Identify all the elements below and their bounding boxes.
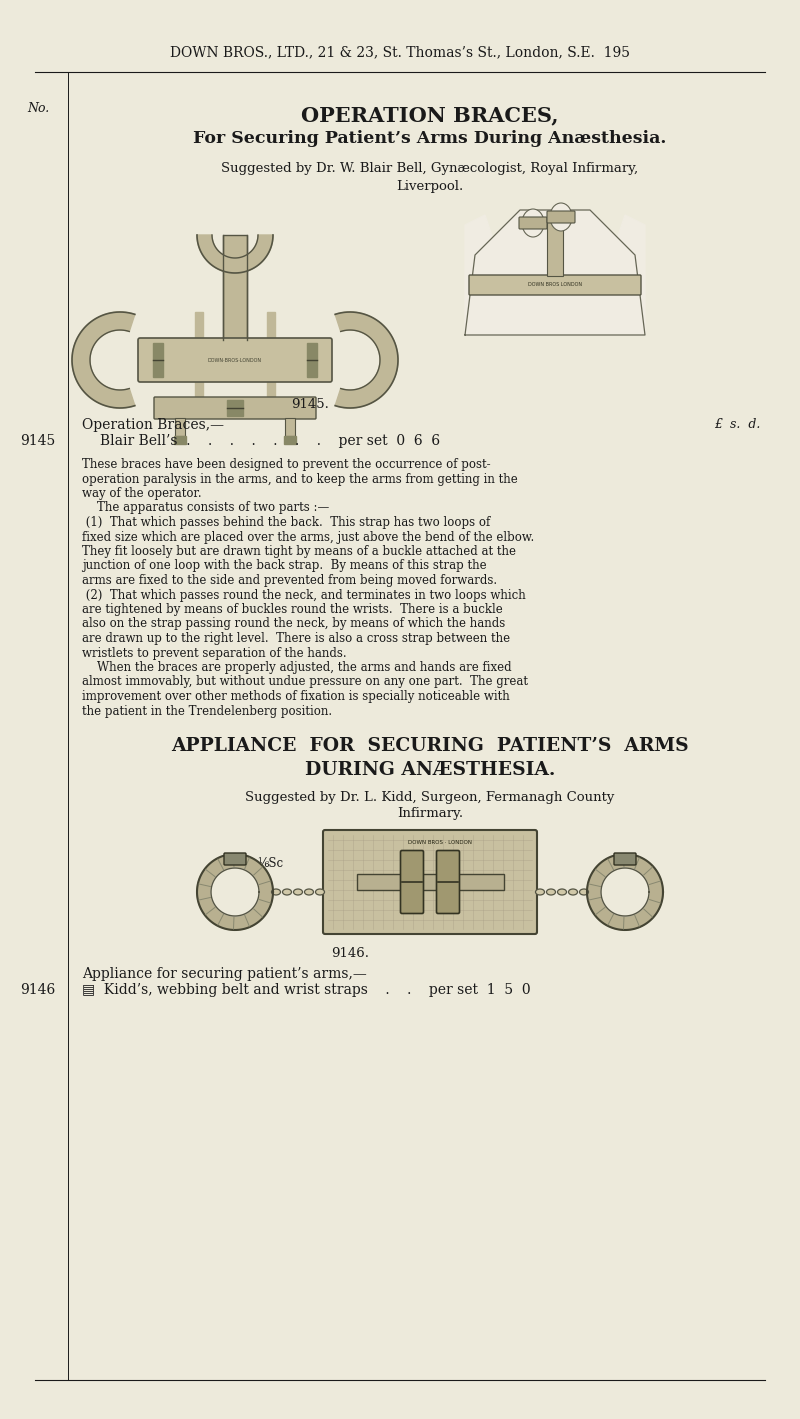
Text: Operation Braces,—: Operation Braces,— bbox=[82, 419, 224, 431]
Bar bbox=[175, 419, 185, 436]
Ellipse shape bbox=[522, 209, 544, 237]
Ellipse shape bbox=[558, 888, 566, 895]
Text: (2)  That which passes round the neck, and terminates in two loops which: (2) That which passes round the neck, an… bbox=[82, 589, 526, 602]
Text: Suggested by Dr. W. Blair Bell, Gynæcologist, Royal Infirmary,: Suggested by Dr. W. Blair Bell, Gynæcolo… bbox=[222, 162, 638, 175]
Text: DOWN·BROS·LONDON: DOWN·BROS·LONDON bbox=[208, 358, 262, 362]
Bar bbox=[153, 343, 163, 377]
Polygon shape bbox=[72, 312, 135, 409]
FancyBboxPatch shape bbox=[469, 275, 641, 295]
Bar bbox=[307, 343, 317, 377]
Ellipse shape bbox=[546, 888, 555, 895]
Polygon shape bbox=[211, 868, 259, 917]
Polygon shape bbox=[197, 236, 273, 272]
Polygon shape bbox=[587, 854, 663, 929]
Text: When the braces are properly adjusted, the arms and hands are fixed: When the braces are properly adjusted, t… bbox=[82, 661, 512, 674]
Text: ⅙Sc: ⅙Sc bbox=[257, 857, 283, 870]
FancyBboxPatch shape bbox=[519, 217, 547, 228]
Text: For Securing Patient’s Arms During Anæsthesia.: For Securing Patient’s Arms During Anæst… bbox=[194, 131, 666, 148]
Bar bbox=[267, 312, 275, 409]
Polygon shape bbox=[465, 210, 645, 335]
Text: DURING ANÆSTHESIA.: DURING ANÆSTHESIA. bbox=[305, 761, 555, 779]
Bar bbox=[284, 436, 296, 444]
Text: are drawn up to the right level.  There is also a cross strap between the: are drawn up to the right level. There i… bbox=[82, 631, 510, 646]
Ellipse shape bbox=[535, 888, 545, 895]
Bar bbox=[547, 216, 563, 277]
Text: DOWN BROS LONDON: DOWN BROS LONDON bbox=[528, 282, 582, 288]
Text: Suggested by Dr. L. Kidd, Surgeon, Fermanagh County: Suggested by Dr. L. Kidd, Surgeon, Ferma… bbox=[246, 790, 614, 805]
Ellipse shape bbox=[294, 888, 302, 895]
Text: (1)  That which passes behind the back.  This strap has two loops of: (1) That which passes behind the back. T… bbox=[82, 517, 490, 529]
Polygon shape bbox=[335, 312, 398, 409]
Text: almost immovably, but without undue pressure on any one part.  The great: almost immovably, but without undue pres… bbox=[82, 675, 528, 688]
Text: Liverpool.: Liverpool. bbox=[396, 180, 464, 193]
Ellipse shape bbox=[569, 888, 578, 895]
Text: Appliance for securing patient’s arms,—: Appliance for securing patient’s arms,— bbox=[82, 966, 366, 981]
Bar bbox=[227, 400, 243, 416]
Text: are tightened by means of buckles round the wrists.  There is a buckle: are tightened by means of buckles round … bbox=[82, 603, 502, 616]
Polygon shape bbox=[197, 854, 273, 929]
Ellipse shape bbox=[305, 888, 314, 895]
Text: operation paralysis in the arms, and to keep the arms from getting in the: operation paralysis in the arms, and to … bbox=[82, 473, 518, 485]
FancyBboxPatch shape bbox=[323, 830, 537, 934]
Text: Infirmary.: Infirmary. bbox=[397, 807, 463, 820]
Text: The apparatus consists of two parts :—: The apparatus consists of two parts :— bbox=[82, 501, 330, 515]
Text: £  s.  d.: £ s. d. bbox=[714, 419, 760, 431]
FancyBboxPatch shape bbox=[437, 850, 459, 914]
Bar bbox=[357, 874, 503, 890]
Text: 9145.: 9145. bbox=[291, 397, 329, 412]
Polygon shape bbox=[601, 868, 649, 917]
Text: wristlets to prevent separation of the hands.: wristlets to prevent separation of the h… bbox=[82, 647, 346, 660]
Text: DOWN BROS., LTD., 21 & 23, St. Thomas’s St., London, S.E.  195: DOWN BROS., LTD., 21 & 23, St. Thomas’s … bbox=[170, 45, 630, 60]
Text: 9146: 9146 bbox=[20, 983, 56, 998]
FancyBboxPatch shape bbox=[614, 853, 636, 866]
Ellipse shape bbox=[550, 203, 572, 231]
Bar bbox=[223, 236, 247, 341]
Bar bbox=[195, 312, 203, 409]
Ellipse shape bbox=[579, 888, 589, 895]
FancyBboxPatch shape bbox=[154, 397, 316, 419]
Text: No.: No. bbox=[27, 102, 49, 115]
Text: Blair Bell’s  .    .    .    .    .    .    .    per set  0  6  6: Blair Bell’s . . . . . . . per set 0 6 6 bbox=[100, 434, 440, 448]
Ellipse shape bbox=[271, 888, 281, 895]
Text: They fit loosely but are drawn tight by means of a buckle attached at the: They fit loosely but are drawn tight by … bbox=[82, 545, 516, 558]
Polygon shape bbox=[465, 216, 645, 335]
Bar bbox=[285, 419, 295, 436]
Text: OPERATION BRACES,: OPERATION BRACES, bbox=[302, 105, 558, 125]
Text: 9146.: 9146. bbox=[331, 946, 369, 961]
Text: arms are fixed to the side and prevented from being moved forwards.: arms are fixed to the side and prevented… bbox=[82, 575, 497, 587]
FancyBboxPatch shape bbox=[224, 853, 246, 866]
Text: APPLIANCE  FOR  SECURING  PATIENT’S  ARMS: APPLIANCE FOR SECURING PATIENT’S ARMS bbox=[171, 736, 689, 755]
FancyBboxPatch shape bbox=[547, 211, 575, 223]
Text: improvement over other methods of fixation is specially noticeable with: improvement over other methods of fixati… bbox=[82, 690, 510, 702]
Text: DOWN BROS · LONDON: DOWN BROS · LONDON bbox=[408, 840, 472, 844]
Text: fixed size which are placed over the arms, just above the bend of the elbow.: fixed size which are placed over the arm… bbox=[82, 531, 534, 543]
FancyBboxPatch shape bbox=[138, 338, 332, 382]
Bar bbox=[174, 436, 186, 444]
Text: way of the operator.: way of the operator. bbox=[82, 487, 202, 499]
Ellipse shape bbox=[315, 888, 325, 895]
Text: These braces have been designed to prevent the occurrence of post-: These braces have been designed to preve… bbox=[82, 458, 490, 471]
Text: 9145: 9145 bbox=[20, 434, 56, 448]
Text: the patient in the Trendelenberg position.: the patient in the Trendelenberg positio… bbox=[82, 704, 332, 718]
Text: ▤  Kidd’s, webbing belt and wrist straps    .    .    per set  1  5  0: ▤ Kidd’s, webbing belt and wrist straps … bbox=[82, 983, 530, 998]
Text: also on the strap passing round the neck, by means of which the hands: also on the strap passing round the neck… bbox=[82, 617, 506, 630]
Ellipse shape bbox=[282, 888, 291, 895]
FancyBboxPatch shape bbox=[401, 850, 423, 914]
Text: junction of one loop with the back strap.  By means of this strap the: junction of one loop with the back strap… bbox=[82, 559, 486, 572]
